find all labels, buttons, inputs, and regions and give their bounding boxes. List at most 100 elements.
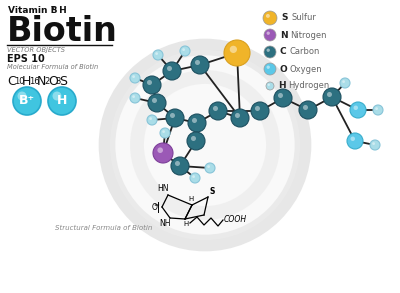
Text: NH: NH <box>160 219 171 228</box>
Text: 16: 16 <box>29 77 40 86</box>
Circle shape <box>171 157 189 175</box>
Text: O: O <box>280 64 288 74</box>
Circle shape <box>372 142 375 145</box>
Circle shape <box>191 56 209 74</box>
Text: N: N <box>280 30 288 40</box>
Circle shape <box>192 118 197 123</box>
Circle shape <box>323 88 341 106</box>
Circle shape <box>52 91 62 100</box>
Circle shape <box>340 78 350 88</box>
Circle shape <box>266 32 270 35</box>
Circle shape <box>266 14 270 18</box>
Circle shape <box>213 106 218 111</box>
Circle shape <box>373 105 383 115</box>
Text: H: H <box>183 221 189 227</box>
Text: H: H <box>56 6 67 15</box>
Circle shape <box>187 132 205 150</box>
Text: C: C <box>280 47 287 57</box>
Circle shape <box>166 109 184 127</box>
Circle shape <box>190 173 200 183</box>
Circle shape <box>350 102 366 118</box>
Circle shape <box>266 66 270 69</box>
Circle shape <box>160 128 170 138</box>
Text: Oxygen: Oxygen <box>290 64 323 74</box>
Text: C: C <box>7 75 16 88</box>
Text: Vitamin B: Vitamin B <box>8 6 58 15</box>
Circle shape <box>191 136 196 141</box>
Text: HN: HN <box>158 184 169 193</box>
Circle shape <box>255 106 260 111</box>
Circle shape <box>130 93 140 103</box>
Circle shape <box>375 107 378 110</box>
Circle shape <box>175 161 180 166</box>
Circle shape <box>153 143 173 163</box>
Text: Hydrogen: Hydrogen <box>288 81 329 91</box>
Circle shape <box>303 105 308 110</box>
Circle shape <box>266 82 274 90</box>
Circle shape <box>153 50 163 60</box>
Text: Sulfur: Sulfur <box>291 13 316 23</box>
Circle shape <box>207 165 210 168</box>
Circle shape <box>235 113 240 118</box>
Circle shape <box>299 101 317 119</box>
Circle shape <box>266 49 270 52</box>
Circle shape <box>327 92 332 97</box>
Text: EPS 10: EPS 10 <box>7 54 45 64</box>
Circle shape <box>170 113 175 118</box>
Text: 7: 7 <box>51 6 55 11</box>
Text: H: H <box>278 81 286 91</box>
Circle shape <box>342 80 345 83</box>
Circle shape <box>370 140 380 150</box>
Circle shape <box>167 66 172 71</box>
Text: Carbon: Carbon <box>290 47 320 57</box>
Circle shape <box>205 163 215 173</box>
Circle shape <box>147 80 152 85</box>
Text: O: O <box>151 202 157 212</box>
Circle shape <box>149 117 152 120</box>
Circle shape <box>350 137 355 141</box>
Text: S: S <box>59 75 67 88</box>
Text: 10: 10 <box>14 77 24 86</box>
Circle shape <box>274 89 292 107</box>
Text: H: H <box>57 95 67 108</box>
Circle shape <box>182 48 185 51</box>
Circle shape <box>143 76 161 94</box>
Circle shape <box>209 102 227 120</box>
Circle shape <box>147 115 157 125</box>
Circle shape <box>13 87 41 115</box>
Text: 3: 3 <box>55 77 60 86</box>
Circle shape <box>264 63 276 75</box>
Circle shape <box>278 93 283 98</box>
Circle shape <box>163 62 181 80</box>
Text: VECTOR OBJECTS: VECTOR OBJECTS <box>7 47 65 53</box>
Circle shape <box>157 147 163 153</box>
Text: N: N <box>37 75 46 88</box>
Circle shape <box>347 133 363 149</box>
Text: Molecular Formula of Biotin: Molecular Formula of Biotin <box>7 64 98 70</box>
Circle shape <box>224 40 250 66</box>
Text: S: S <box>281 13 288 23</box>
Circle shape <box>263 11 277 25</box>
Circle shape <box>132 95 135 98</box>
Text: Biotin: Biotin <box>7 15 118 48</box>
Circle shape <box>155 52 158 55</box>
Circle shape <box>268 84 270 86</box>
Circle shape <box>18 91 26 100</box>
Circle shape <box>264 29 276 41</box>
Text: Nitrogen: Nitrogen <box>290 30 326 40</box>
Text: Structural Formula of Biotin: Structural Formula of Biotin <box>55 225 152 231</box>
Circle shape <box>148 94 166 112</box>
Circle shape <box>195 60 200 65</box>
Text: O: O <box>48 75 58 88</box>
Text: =: = <box>153 202 159 208</box>
Circle shape <box>231 109 249 127</box>
Circle shape <box>354 105 358 110</box>
Circle shape <box>130 73 140 83</box>
Circle shape <box>132 75 135 78</box>
Circle shape <box>48 87 76 115</box>
Text: S: S <box>210 187 215 196</box>
Circle shape <box>152 98 157 103</box>
Text: B⁺: B⁺ <box>19 95 35 108</box>
Circle shape <box>188 114 206 132</box>
Circle shape <box>110 50 300 240</box>
